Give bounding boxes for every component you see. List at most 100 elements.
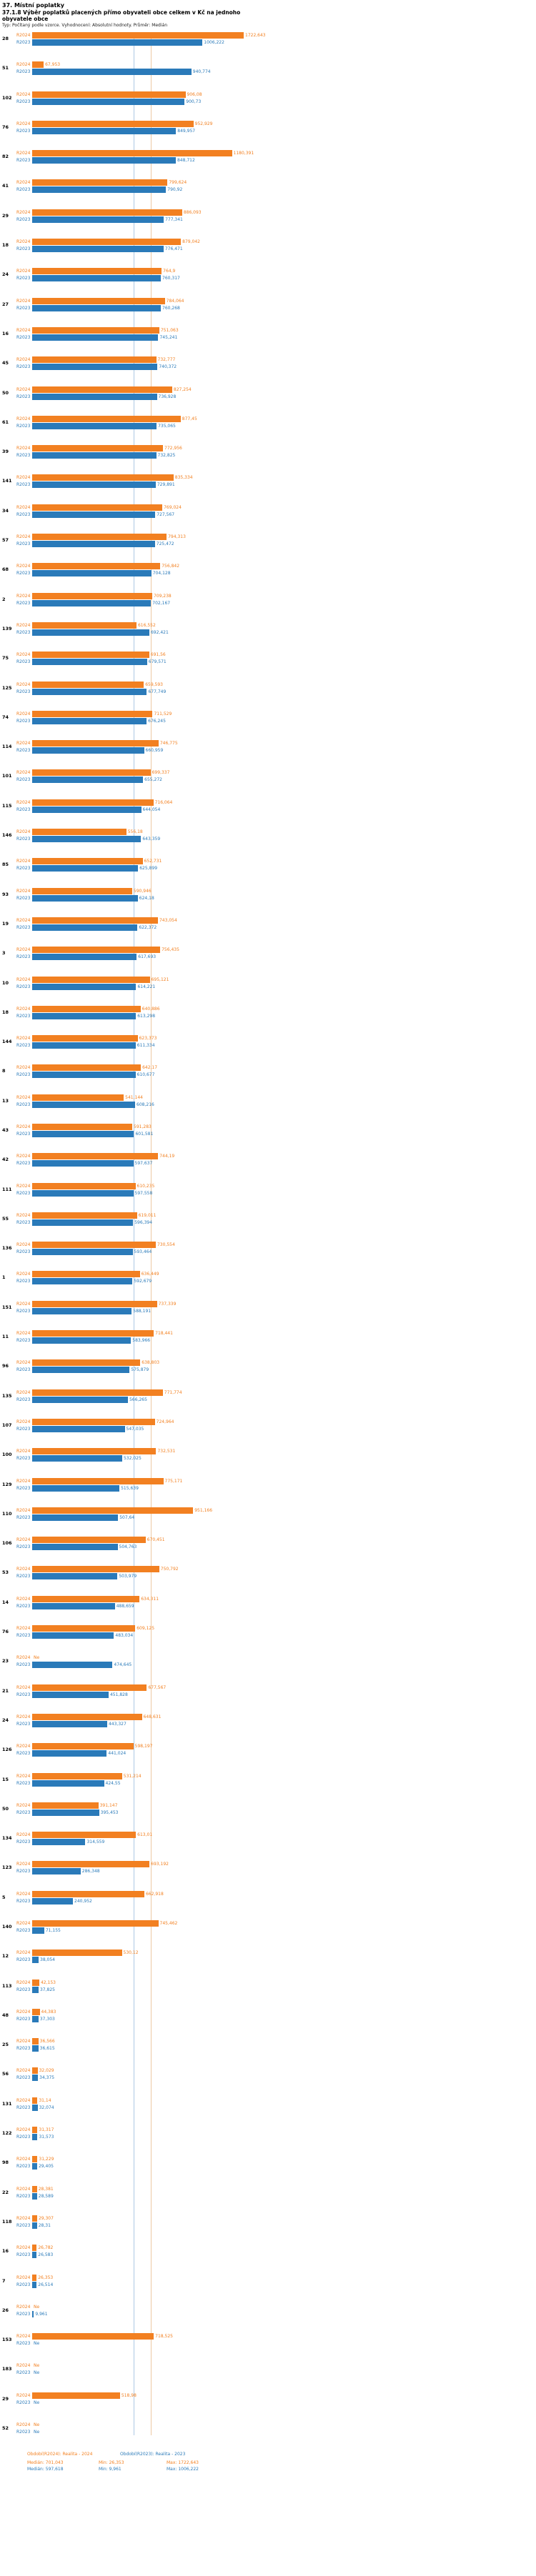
value-label-r2023: 732,825 [157, 453, 176, 459]
bar-r2023 [32, 2015, 39, 2022]
row-category-label: 15 [2, 1776, 9, 1782]
series-label-r2023: R2023 [16, 511, 31, 517]
series-label-r2024: R2024 [16, 2215, 31, 2221]
value-label-r2024: 36,566 [39, 2039, 55, 2045]
chart-row: 139 R2024 616,552 R2023 692,421 [2, 621, 536, 636]
series-label-r2024: R2024 [16, 829, 31, 835]
series-label-r2023: R2023 [16, 1219, 31, 1225]
chart-row: 15 R2024 531,214 R2023 424,55 [2, 1772, 536, 1787]
bar-r2024 [32, 1153, 159, 1160]
bar-r2023 [32, 1278, 133, 1285]
value-label-r2023: 503,979 [119, 1574, 137, 1579]
series-label-r2023: R2023 [16, 1839, 31, 1845]
bar-r2023 [32, 422, 157, 429]
row-category-label: 122 [2, 2130, 12, 2137]
row-category-label: 129 [2, 1481, 12, 1487]
bar-line-r2024: R2024 699,337 [16, 769, 169, 777]
bar-r2024 [32, 769, 151, 777]
chart-row: 10 R2024 695,121 R2023 614,221 [2, 976, 536, 990]
series-label-r2024: R2024 [16, 62, 31, 68]
bar-line-r2023: R2023 613,298 [16, 1012, 160, 1019]
bar-line-r2023: R2023 692,421 [16, 629, 169, 636]
series-label-r2024: R2024 [16, 622, 31, 628]
bar-pair: R2024 26,353 R2023 26,514 [16, 2274, 53, 2288]
value-label-r2024: 556,18 [127, 829, 143, 835]
series-label-r2024: R2024 [16, 682, 31, 687]
bar-line-r2023: R2023 676,245 [16, 717, 172, 724]
value-label-r2023: 611,334 [137, 1043, 155, 1049]
chart-row: 50 R2024 827,254 R2023 736,928 [2, 386, 536, 400]
bar-r2024 [32, 268, 162, 275]
bar-pair: R2024 636,449 R2023 592,679 [16, 1271, 159, 1285]
bar-r2023 [32, 1573, 118, 1580]
bar-line-r2024: R2024 36,566 [16, 2038, 55, 2045]
bar-r2024 [32, 2067, 38, 2075]
chart-row: 5 R2024 662,918 R2023 240,952 [2, 1890, 536, 1904]
row-category-label: 110 [2, 1510, 12, 1517]
bar-line-r2024: R2024 677,567 [16, 1684, 166, 1691]
row-category-label: 51 [2, 65, 9, 71]
row-category-label: 98 [2, 2160, 9, 2166]
series-label-r2023: R2023 [16, 276, 31, 281]
stats-row-2024: Medián: 701,043 Min: 26,353 Max: 1722,64… [27, 2460, 536, 2466]
bar-line-r2024: R2024 26,782 [16, 2245, 53, 2252]
series-label-r2024: R2024 [16, 652, 31, 658]
value-label-r2023: 441,024 [108, 1751, 126, 1757]
value-label-r2024: 518,98 [121, 2392, 137, 2398]
value-label-r2024: 616,552 [137, 622, 156, 628]
bar-r2024 [32, 150, 232, 157]
value-label-r2023: 644,054 [142, 807, 161, 812]
row-category-label: 41 [2, 183, 9, 189]
bar-line-r2023: R2023 1006,222 [16, 39, 266, 46]
bar-r2023 [32, 659, 147, 666]
value-label-r2024: 677,567 [148, 1684, 167, 1690]
bar-pair: R2024 648,631 R2023 443,327 [16, 1713, 161, 1727]
bar-r2023 [32, 246, 164, 253]
bar-r2024 [32, 2127, 38, 2134]
series-label-r2024: R2024 [16, 416, 31, 421]
bar-pair: R2024 952,929 R2023 849,957 [16, 120, 212, 134]
bar-r2024 [32, 1595, 140, 1602]
chart-row: 18 R2024 640,886 R2023 613,298 [2, 1005, 536, 1019]
value-label-r2024: 31,14 [39, 2097, 51, 2103]
bar-line-r2023: R2023 940,774 [16, 69, 211, 76]
bar-r2023 [32, 983, 137, 990]
bar-pair: R2024 718,525 R2023 Ne [16, 2333, 173, 2347]
series-label-r2023: R2023 [16, 895, 31, 901]
bar-line-r2023: R2023 614,221 [16, 983, 169, 990]
bar-r2024 [32, 1094, 124, 1101]
bar-line-r2023: R2023 735,065 [16, 422, 197, 429]
chart-row: 24 R2024 764,9 R2023 760,317 [2, 268, 536, 282]
row-category-label: 5 [2, 1894, 6, 1900]
chart-row: 61 R2024 877,45 R2023 735,065 [2, 415, 536, 429]
bar-r2023 [32, 1042, 136, 1049]
value-label-r2024: 1722,643 [245, 33, 266, 38]
row-category-label: 102 [2, 94, 12, 101]
value-label-r2024: 530,12 [123, 1950, 139, 1956]
bar-line-r2023: R2023 655,272 [16, 777, 169, 784]
value-label-r2023: 900,73 [186, 99, 202, 104]
local-fees-chart: 37. Místní poplatky 37.1.8 Výběr poplatk… [2, 2, 536, 2472]
chart-row: 146 R2024 556,18 R2023 643,359 [2, 829, 536, 843]
series-label-r2023: R2023 [16, 334, 31, 340]
bar-r2024 [32, 61, 44, 69]
row-category-label: 134 [2, 1835, 12, 1842]
bar-line-r2023: R2023 624,18 [16, 894, 154, 902]
min-stat-2024: Min: 26,353 [99, 2460, 124, 2466]
row-category-label: 26 [2, 2307, 9, 2313]
value-label-r2023: 655,272 [144, 777, 162, 783]
series-label-r2024: R2024 [16, 2068, 31, 2074]
series-label-r2024: R2024 [16, 386, 31, 392]
bar-line-r2024: R2024 711,529 [16, 710, 172, 717]
value-label-r2023: 32,074 [39, 2105, 54, 2110]
series-label-r2024: R2024 [16, 121, 31, 126]
bar-r2024 [32, 2097, 38, 2104]
bar-line-r2024: R2024 642,17 [16, 1064, 157, 1072]
series-label-r2023: R2023 [16, 158, 31, 164]
row-category-label: 115 [2, 802, 12, 809]
bar-pair: R2024 518,98 R2023 Ne [16, 2392, 137, 2406]
bar-line-r2024: R2024 609,125 [16, 1625, 154, 1632]
series-label-r2024: R2024 [16, 2422, 31, 2428]
bar-pair: R2024 906,08 R2023 900,73 [16, 91, 202, 105]
value-label-r2024: 636,449 [141, 1272, 159, 1277]
